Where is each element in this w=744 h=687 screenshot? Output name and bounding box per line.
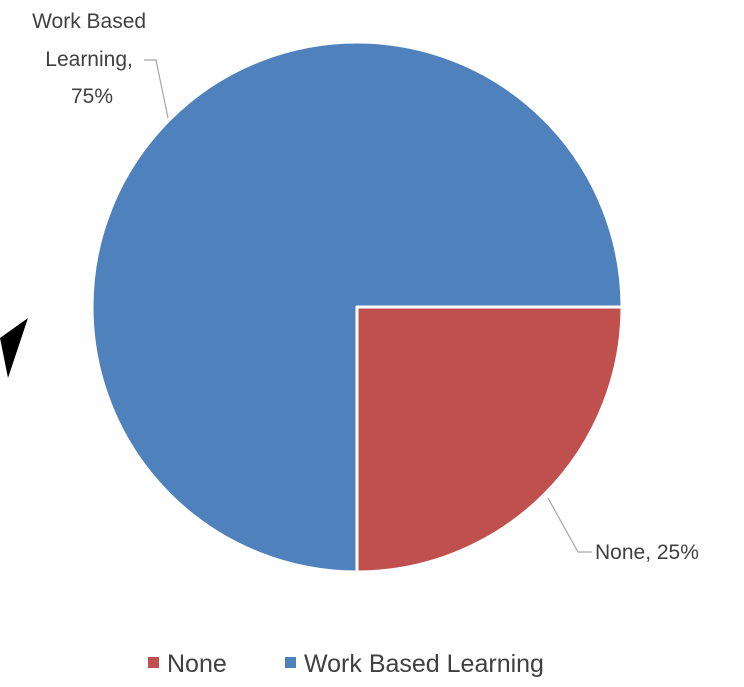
legend: None Work Based Learning <box>148 650 544 678</box>
data-label-work-based-learning-word1: Work Based <box>32 10 146 33</box>
pie-slice-work-based-learning <box>90 40 624 574</box>
data-label-work-based-learning-word2: Learning, <box>45 48 133 71</box>
pie-slices <box>90 40 624 574</box>
legend-swatch-none <box>148 657 159 668</box>
legend-swatch-work-based-learning <box>285 657 296 668</box>
data-label-none: None, 25% <box>595 541 699 564</box>
pie-slice-none <box>355 305 624 574</box>
legend-label-none: None <box>167 650 227 678</box>
pointer-arrow-icon <box>0 318 28 378</box>
legend-label-work-based-learning: Work Based Learning <box>304 650 544 678</box>
data-label-work-based-learning: Work Based Learning, 75% <box>32 10 152 108</box>
leader-line-none <box>547 497 592 553</box>
leader-line-work-based-learning <box>144 59 169 119</box>
data-label-work-based-learning-value: 75% <box>71 85 113 108</box>
